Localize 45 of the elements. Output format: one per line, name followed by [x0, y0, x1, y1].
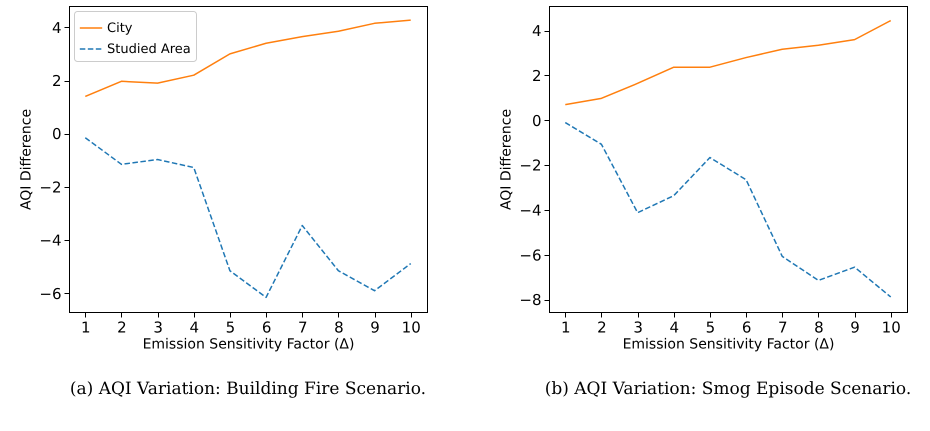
y-tick-label: −4	[519, 202, 542, 220]
legend-label: City	[107, 21, 133, 36]
x-tick-label: 7	[298, 318, 308, 336]
x-tick-label: 6	[742, 318, 752, 336]
x-axis-title: Emission Sensitivity Factor (Δ)	[622, 336, 834, 352]
line-series	[564, 20, 892, 106]
x-tick-label: 2	[117, 318, 127, 336]
x-tick-label: 3	[153, 318, 163, 336]
x-tick-label: 8	[334, 318, 344, 336]
line-series	[84, 19, 412, 98]
x-tick-label: 10	[882, 318, 901, 336]
x-axis-title: Emission Sensitivity Factor (Δ)	[142, 336, 354, 352]
line-series	[84, 136, 412, 298]
x-tick-label: 5	[226, 318, 236, 336]
y-tick-label: −4	[39, 232, 62, 250]
text: (b) AQI Variation: Smog Episode Scenario.	[544, 379, 912, 399]
y-tick-label: 4	[52, 18, 62, 37]
y-tick-label: −8	[519, 291, 542, 310]
legend-label: Studied Area	[107, 42, 191, 57]
text: (a) AQI Variation: Building Fire Scenario.	[70, 379, 426, 399]
line-series	[564, 122, 892, 298]
x-tick-label: 10	[402, 318, 421, 336]
y-tick-label: −6	[519, 246, 542, 264]
y-tick-label: 0	[532, 112, 542, 130]
x-tick-label: 3	[633, 318, 643, 336]
x-tick-label: 9	[850, 318, 860, 336]
x-tick-label: 9	[370, 318, 380, 336]
y-axis-title: AQI Difference	[498, 108, 514, 210]
x-tick-label: 8	[814, 318, 824, 336]
x-tick-label: 6	[262, 318, 272, 336]
y-tick-label: −2	[519, 156, 542, 175]
y-tick-label: 2	[52, 72, 62, 90]
y-tick-label: −6	[39, 284, 62, 303]
y-tick-label: 2	[532, 66, 542, 85]
x-tick-label: 1	[561, 318, 571, 336]
x-tick-label: 4	[669, 318, 680, 336]
y-axis-title: AQI Difference	[18, 108, 34, 210]
x-tick-label: 4	[189, 318, 200, 336]
x-tick-label: 5	[706, 318, 716, 336]
x-tick-label: 2	[597, 318, 607, 336]
x-tick-label: 1	[81, 318, 91, 336]
y-tick-label: 0	[52, 125, 62, 144]
y-tick-label: 4	[532, 22, 542, 40]
x-tick-label: 7	[778, 318, 788, 336]
y-tick-label: −2	[39, 178, 62, 196]
